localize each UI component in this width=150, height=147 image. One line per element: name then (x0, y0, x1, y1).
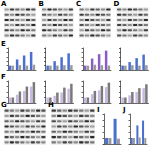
svg-text:I: I (97, 106, 100, 114)
svg-text:D: D (114, 0, 120, 8)
svg-text:E: E (1, 40, 6, 48)
svg-text:G: G (1, 101, 7, 109)
svg-text:F: F (1, 73, 6, 81)
svg-text:J: J (122, 106, 126, 114)
svg-text:B: B (39, 0, 44, 8)
svg-text:C: C (76, 0, 81, 8)
svg-text:A: A (1, 0, 7, 8)
svg-text:H: H (48, 101, 54, 109)
